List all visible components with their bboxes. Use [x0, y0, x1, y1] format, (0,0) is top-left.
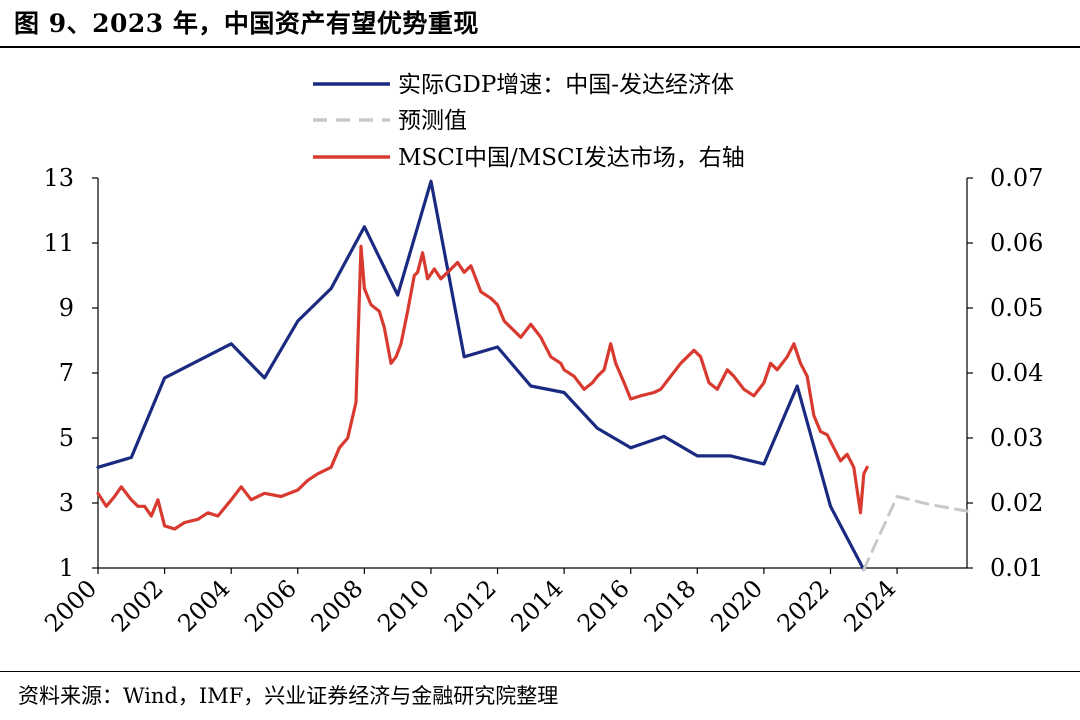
x-tick-label: 2014 [505, 574, 568, 637]
series-line-1 [96, 179, 866, 572]
x-tick-label: 2002 [106, 574, 169, 637]
y-left-tick-label: 13 [43, 164, 74, 192]
y-left-tick-label: 9 [59, 294, 74, 322]
series-line-3 [96, 244, 869, 531]
title-divider [0, 46, 1080, 48]
source-divider [0, 671, 1080, 672]
y-left-tick-label: 11 [43, 229, 74, 257]
x-tick-label: 2008 [306, 574, 369, 637]
chart-axes: 1357911130.010.020.030.040.050.060.07200… [39, 164, 1043, 637]
figure-title: 图 9、2023 年，中国资产有望优势重现 [14, 9, 479, 38]
y-right-tick-label: 0.01 [990, 554, 1043, 582]
y-right-tick-label: 0.02 [990, 489, 1043, 517]
plot-area [96, 179, 969, 572]
y-right-tick-label: 0.03 [990, 424, 1043, 452]
x-tick-label: 2006 [239, 574, 302, 637]
y-right-tick-label: 0.05 [990, 294, 1043, 322]
legend-label-1: 实际GDP增速：中国-发达经济体 [398, 72, 734, 98]
y-left-tick-label: 1 [59, 554, 74, 582]
x-tick-label: 2000 [39, 574, 102, 637]
series-line-2 [862, 495, 969, 572]
y-right-tick-label: 0.04 [990, 359, 1043, 387]
y-left-tick-label: 3 [59, 489, 74, 517]
y-right-tick-label: 0.06 [990, 229, 1043, 257]
x-tick-label: 2004 [172, 574, 235, 637]
y-right-tick-label: 0.07 [990, 164, 1043, 192]
y-left-tick-label: 5 [59, 424, 74, 452]
x-tick-label: 2024 [838, 574, 901, 637]
x-tick-label: 2018 [639, 574, 702, 637]
x-tick-label: 2010 [372, 574, 435, 637]
y-left-tick-label: 7 [59, 359, 74, 387]
legend-label-3: MSCI中国/MSCI发达市场，右轴 [398, 145, 745, 171]
x-tick-label: 2022 [772, 574, 835, 637]
x-tick-label: 2020 [705, 574, 768, 637]
x-tick-label: 2012 [439, 574, 502, 637]
x-tick-label: 2016 [572, 574, 635, 637]
source-note: 资料来源：Wind，IMF，兴业证券经济与金融研究院整理 [18, 684, 559, 708]
legend-label-2: 预测值 [398, 108, 467, 134]
